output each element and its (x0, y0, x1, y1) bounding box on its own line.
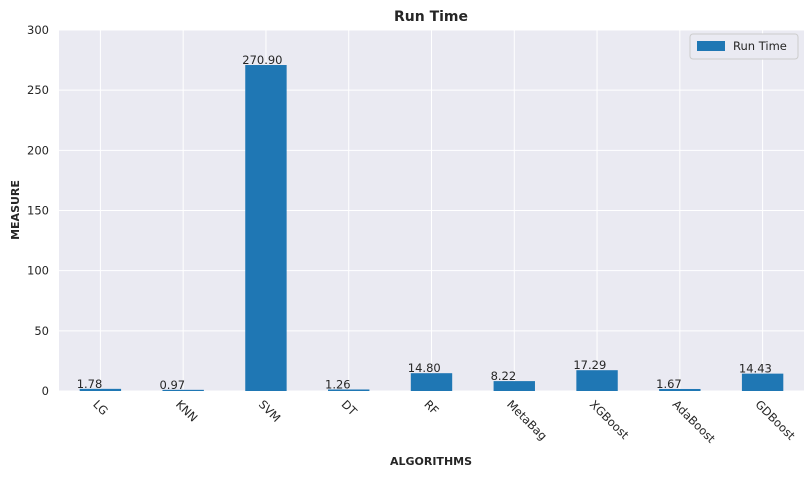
data-label-xgboost: 17.29 (573, 358, 606, 372)
data-label-dt: 1.26 (325, 377, 351, 391)
data-label-adaboost: 1.67 (656, 377, 682, 391)
x-tick-label-rf: RF (421, 397, 441, 417)
bar-adaboost (659, 388, 701, 391)
legend-swatch-run-time (697, 41, 725, 51)
data-label-gdboost: 14.43 (739, 362, 772, 376)
legend-box (689, 33, 799, 60)
y-tick-label: 300 (27, 23, 49, 37)
y-tick-label: 0 (42, 384, 49, 398)
bar-xgboost (576, 370, 618, 391)
x-axis-ticks: LG KNN SVM DT RF MetaBag XGBoost AdaBoost GDBoos… (90, 397, 798, 446)
y-tick-label: 250 (27, 83, 49, 97)
bar-knn (162, 389, 204, 391)
x-tick-label-knn: KNN (173, 397, 200, 424)
data-label-rf: 14.80 (408, 361, 441, 375)
y-axis-ticks: 0 50 100 150 200 250 300 (27, 23, 49, 398)
bar-svm (245, 65, 287, 391)
legend: Run Time (689, 33, 799, 60)
data-label-svm: 270.90 (242, 53, 282, 67)
y-axis-label: MEASURE (9, 180, 22, 240)
x-tick-label-gdboost: GDBoost (752, 397, 798, 443)
data-label-knn: 0.97 (159, 378, 185, 392)
data-label-lg: 1.78 (77, 377, 103, 391)
x-tick-label-metabag: MetaBag (504, 397, 550, 443)
x-axis-label: ALGORITHMS (390, 455, 472, 468)
y-tick-label: 150 (27, 204, 49, 218)
chart-title: Run Time (394, 9, 468, 25)
bar-metabag (493, 381, 535, 391)
bar-lg (79, 388, 122, 391)
y-tick-label: 200 (27, 143, 49, 157)
x-tick-label-svm: SVM (256, 397, 284, 425)
y-tick-label: 100 (27, 264, 49, 278)
data-labels: 1.78 0.97 270.90 1.26 14.80 8.22 17.29 1.67 14.4… (77, 53, 772, 392)
y-tick-label: 50 (34, 324, 49, 338)
bar-gdboost (741, 373, 784, 391)
x-tick-label-dt: DT (339, 397, 361, 419)
bar-rf (410, 373, 453, 391)
bar-dt (328, 389, 370, 391)
legend-label-run-time: Run Time (733, 39, 787, 53)
x-tick-label-xgboost: XGBoost (587, 397, 632, 442)
x-tick-label-adaboost: AdaBoost (670, 397, 719, 446)
x-tick-label-lg: LG (90, 397, 111, 418)
data-label-metabag: 8.22 (491, 369, 517, 383)
bar-series-run-time (79, 65, 784, 391)
